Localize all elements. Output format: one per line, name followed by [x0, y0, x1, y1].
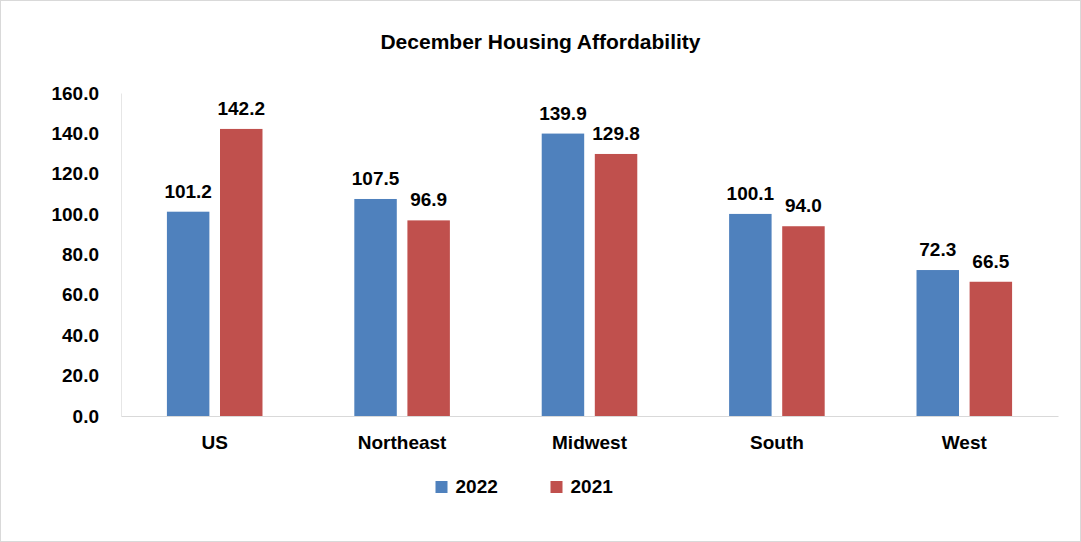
y-tick-label: 140.0 [51, 123, 99, 144]
chart-border [1, 1, 1081, 542]
chart-title: December Housing Affordability [380, 30, 700, 53]
x-tick-label: Northeast [358, 432, 447, 453]
bar [407, 220, 449, 416]
y-tick-label: 20.0 [62, 365, 99, 386]
x-tick-label: US [201, 432, 227, 453]
legend: 2022 2021 [436, 476, 614, 497]
x-axis: US Northeast Midwest South West [122, 416, 1059, 453]
y-tick: 140.0 [51, 123, 121, 144]
y-tick-label: 0.0 [73, 406, 99, 427]
y-tick-label: 160.0 [51, 83, 99, 104]
legend-swatch [551, 481, 563, 493]
bar [782, 226, 824, 416]
y-tick: 20.0 [62, 365, 121, 386]
legend-label: 2021 [571, 476, 614, 497]
y-tick: 0.0 [73, 406, 121, 427]
bar [167, 212, 209, 416]
y-tick-label: 120.0 [51, 163, 99, 184]
legend-swatch [436, 481, 448, 493]
data-label: 107.5 [352, 168, 400, 189]
data-label: 101.2 [164, 181, 212, 202]
bar [729, 214, 771, 416]
x-axis-line [122, 416, 1059, 417]
y-tick-label: 80.0 [62, 244, 99, 265]
y-tick: 100.0 [51, 204, 121, 225]
data-label: 142.2 [217, 98, 265, 119]
x-tick: Midwest [552, 416, 628, 453]
bars [167, 129, 1012, 416]
data-label: 139.9 [539, 103, 587, 124]
x-tick: South [750, 416, 804, 453]
y-tick: 160.0 [51, 83, 121, 104]
bar [354, 199, 396, 416]
x-tick: US [201, 416, 227, 453]
chart: December Housing Affordability 0.0 20.0 40.… [0, 0, 1081, 542]
data-label: 94.0 [785, 195, 822, 216]
bar [970, 282, 1012, 416]
data-label: 129.8 [592, 123, 640, 144]
bar [220, 129, 262, 416]
x-tick-label: Midwest [552, 432, 628, 453]
y-tick: 80.0 [62, 244, 121, 265]
data-label: 96.9 [410, 189, 447, 210]
data-labels: 101.2 107.5 139.9 100.1 72.3 142.2 96.9 129.8 94… [164, 98, 1009, 272]
y-tick: 60.0 [62, 284, 121, 305]
y-tick-label: 100.0 [51, 204, 99, 225]
y-axis-line [121, 94, 122, 417]
data-label: 72.3 [919, 239, 956, 260]
bar [542, 134, 584, 416]
data-label: 100.1 [727, 183, 775, 204]
bar [595, 154, 637, 416]
y-tick: 120.0 [51, 163, 121, 184]
y-axis: 0.0 20.0 40.0 60.0 80.0 100.0 120.0 140.0 160.0 [51, 83, 121, 427]
y-tick-label: 60.0 [62, 284, 99, 305]
y-tick: 40.0 [62, 325, 121, 346]
x-tick-label: South [750, 432, 804, 453]
data-label: 66.5 [972, 251, 1009, 272]
legend-label: 2022 [456, 476, 498, 497]
x-tick: Northeast [358, 416, 447, 453]
x-tick-label: West [942, 432, 988, 453]
bar [917, 270, 959, 416]
y-tick-label: 40.0 [62, 325, 99, 346]
x-tick: West [942, 416, 988, 453]
